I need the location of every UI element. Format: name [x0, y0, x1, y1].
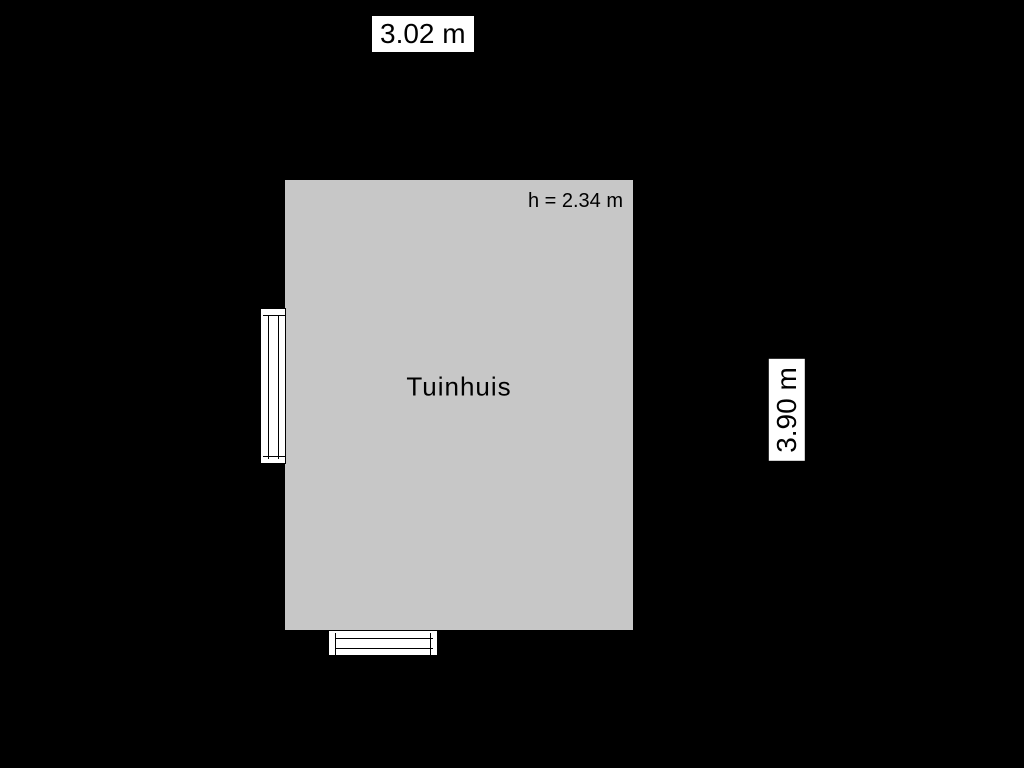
room-tuinhuis: h = 2.34 m Tuinhuis: [283, 178, 635, 632]
bottom-window: [328, 630, 438, 656]
dimension-width-label: 3.02 m: [372, 16, 474, 52]
room-name-label: Tuinhuis: [406, 372, 511, 403]
floorplan-canvas: h = 2.34 m Tuinhuis 3.02 m 3.90 m: [0, 0, 1024, 768]
dimension-height-label: 3.90 m: [769, 359, 805, 461]
left-window: [260, 308, 286, 464]
room-height-label: h = 2.34 m: [528, 190, 623, 213]
